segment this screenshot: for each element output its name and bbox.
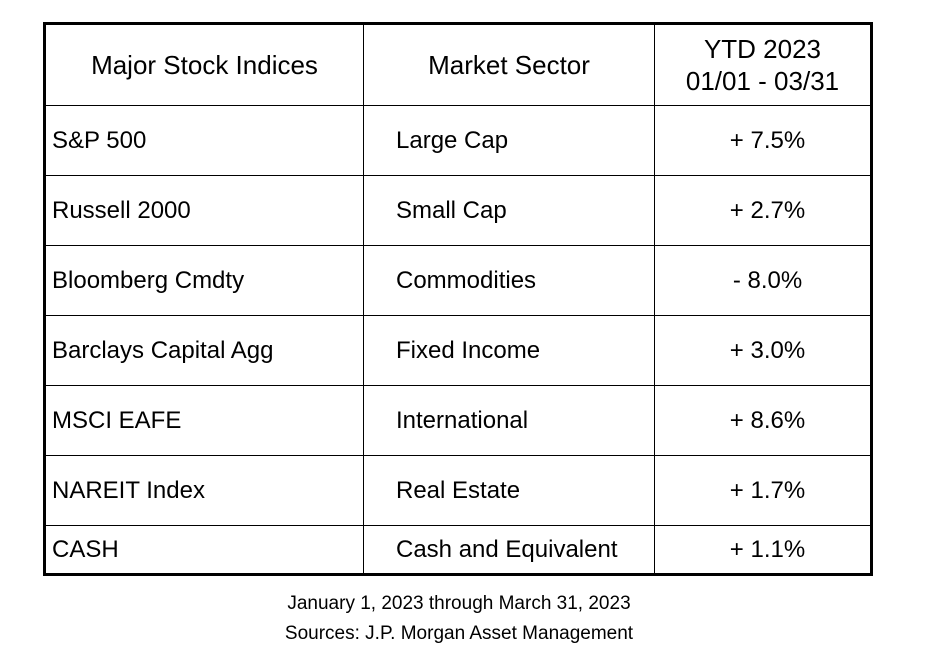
market-sector: Large Cap xyxy=(364,106,655,176)
ytd-return: + 3.0% xyxy=(655,316,870,386)
index-name: Russell 2000 xyxy=(46,176,364,246)
market-sector: Small Cap xyxy=(364,176,655,246)
index-name: Barclays Capital Agg xyxy=(46,316,364,386)
ytd-return: + 8.6% xyxy=(655,386,870,456)
header-cell: YTD 2023 01/01 - 03/31 xyxy=(655,25,870,106)
ytd-return: + 2.7% xyxy=(655,176,870,246)
footer-sources: Sources: J.P. Morgan Asset Management xyxy=(284,623,634,644)
footer-period: January 1, 2023 through March 31, 2023 xyxy=(287,593,631,614)
market-sector: Fixed Income xyxy=(364,316,655,386)
table: Major Stock Indices Market Sector YTD 2023… xyxy=(43,22,873,576)
ytd-return: - 8.0% xyxy=(655,246,870,316)
market-sector: Cash and Equivalent xyxy=(364,526,655,573)
header-cell: Major Stock Indices xyxy=(46,25,364,106)
index-name: S&P 500 xyxy=(46,106,364,176)
header-line: 01/01 - 03/31 xyxy=(685,66,840,96)
index-name: MSCI EAFE xyxy=(46,386,364,456)
index-name: CASH xyxy=(46,526,364,573)
ytd-return: + 1.1% xyxy=(729,535,806,563)
header-cell: Market Sector xyxy=(364,25,655,106)
market-sector: Commodities xyxy=(364,246,655,316)
ytd-return: + 1.7% xyxy=(655,456,870,526)
header-line: YTD 2023 xyxy=(703,34,822,64)
market-sector: International xyxy=(364,386,655,456)
market-sector: Real Estate xyxy=(364,456,655,526)
index-name: Bloomberg Cmdty xyxy=(46,246,364,316)
ytd-return: + 7.5% xyxy=(655,106,870,176)
index-name: NAREIT Index xyxy=(46,456,364,526)
